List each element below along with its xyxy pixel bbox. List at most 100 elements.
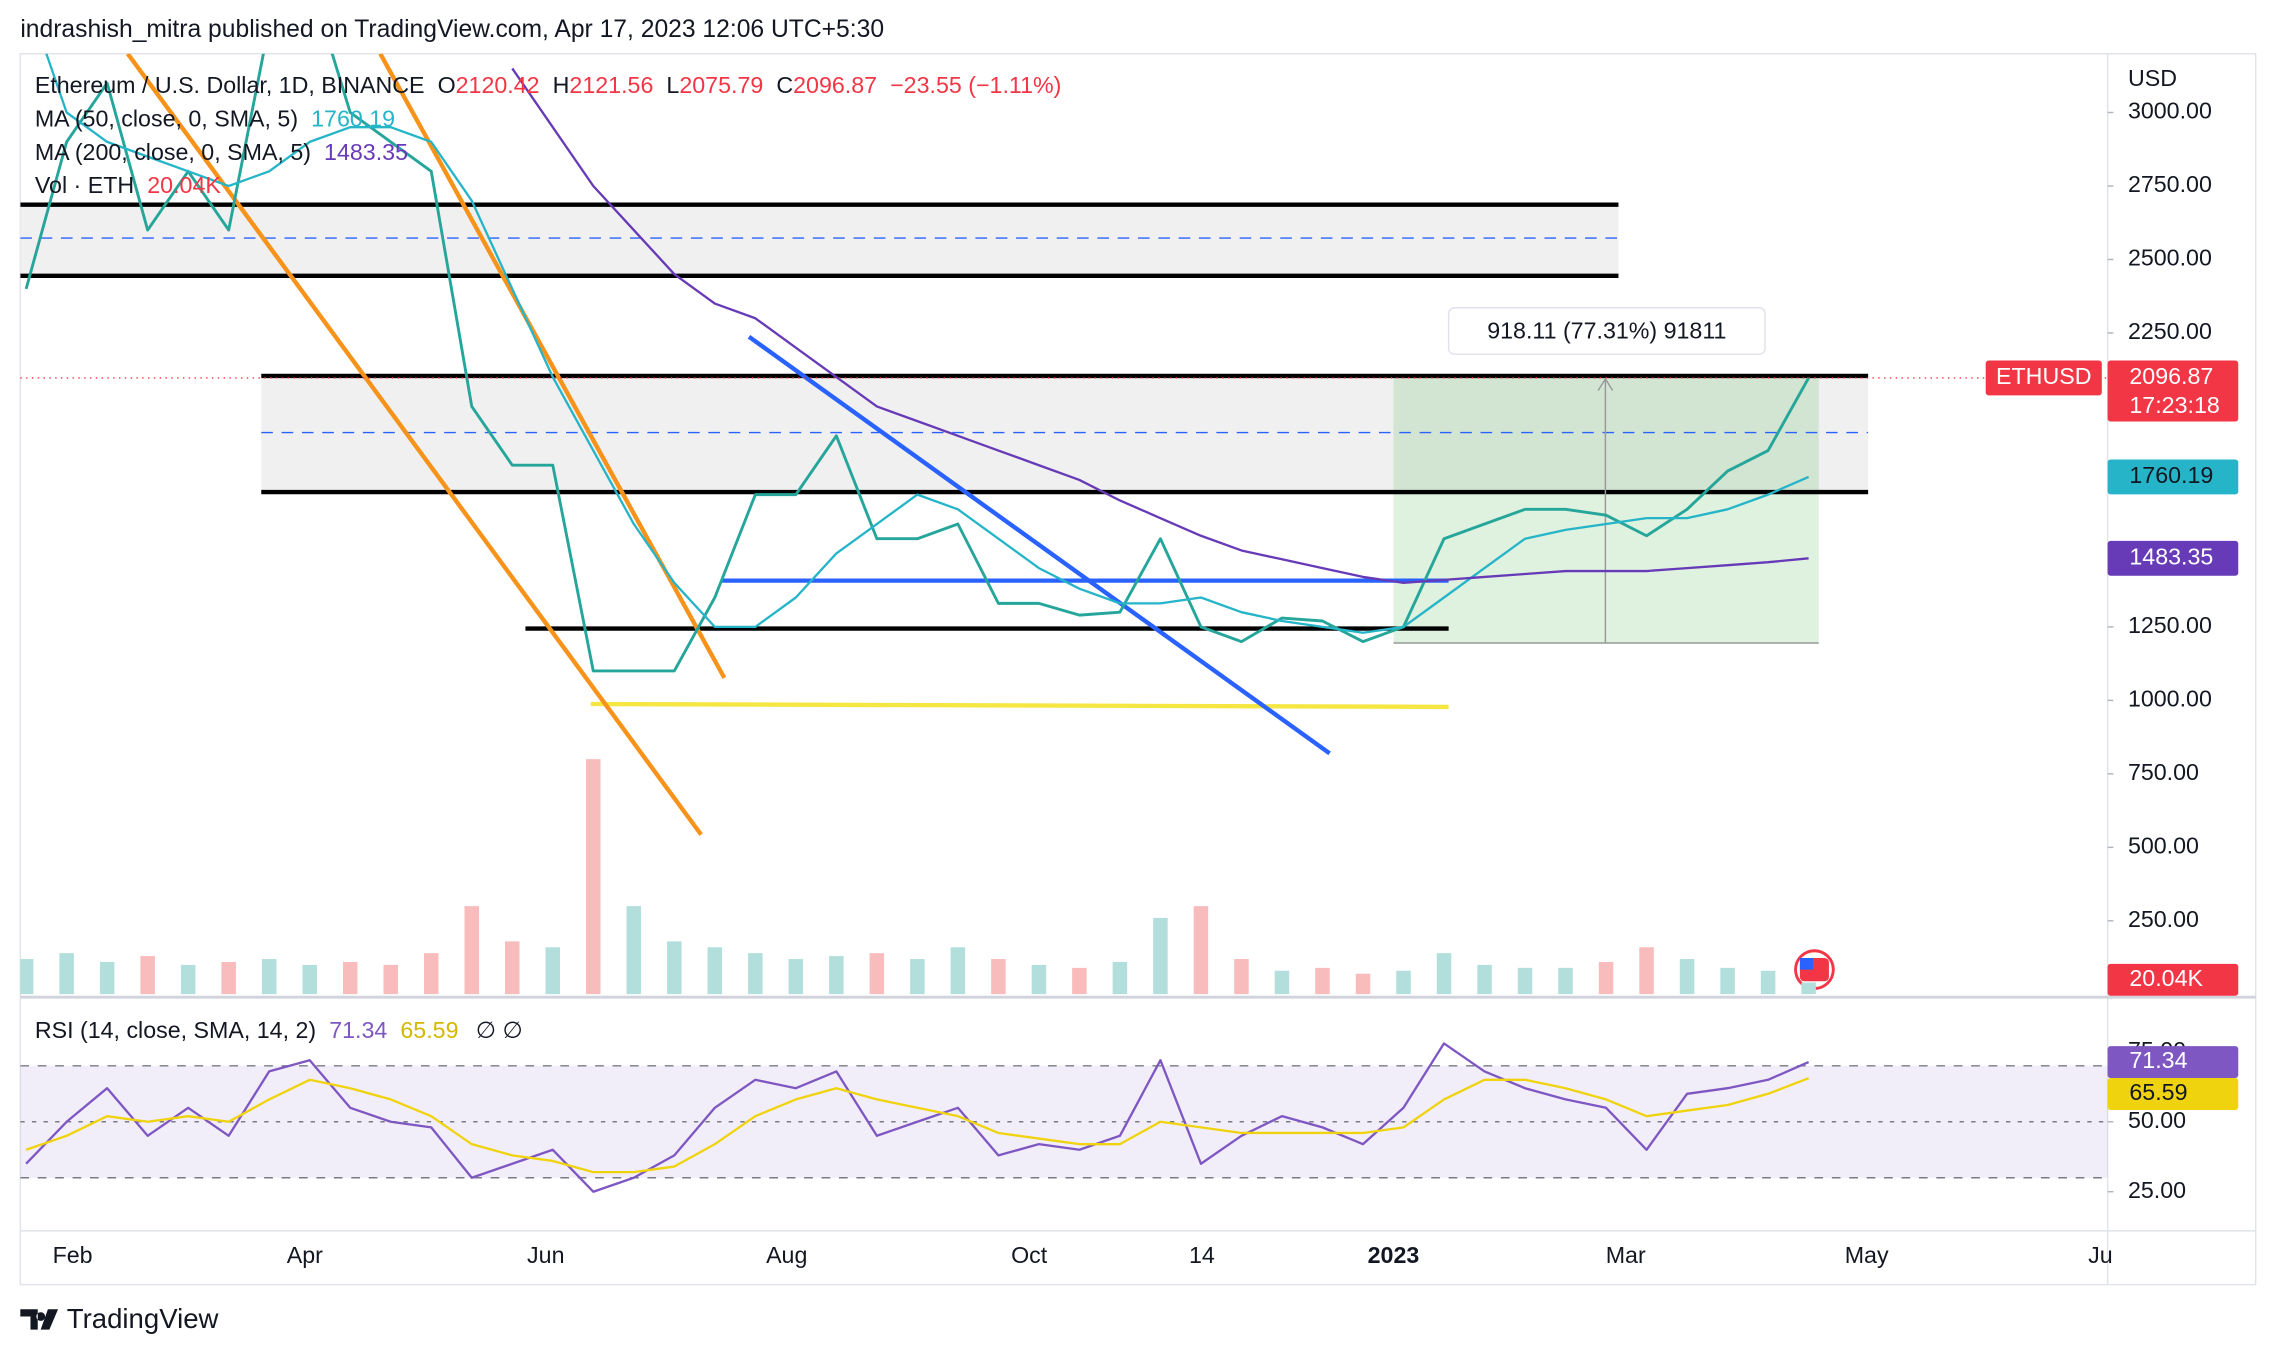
ma-value: 1760.19	[311, 106, 395, 132]
volume-bar	[545, 947, 561, 995]
volume-bar	[1355, 973, 1371, 995]
x-tick-label: 14	[1189, 1242, 1215, 1268]
volume-bar	[1436, 953, 1452, 995]
volume-bar	[991, 959, 1006, 995]
volume-bar	[1679, 959, 1695, 995]
logo	[20, 1309, 59, 1330]
volume-bar	[302, 964, 317, 995]
y-tick-label: 2250.00	[2128, 318, 2212, 344]
rsi-value: 71.34	[329, 1017, 387, 1043]
volume-bar	[1274, 970, 1290, 995]
ma200-badge: 1483.35	[2129, 543, 2213, 569]
rsi-ma-badge-bg	[2107, 1078, 2239, 1110]
volume-bar	[1517, 967, 1533, 995]
rsi-ma-badge: 65.59	[2129, 1079, 2187, 1105]
y-tick-label: 25.00	[2128, 1177, 2186, 1203]
x-tick-label: Feb	[53, 1242, 93, 1268]
flag-canton	[1799, 958, 1813, 970]
legend-main: Ethereum / U.S. Dollar, 1D, BINANCE O2120…	[35, 72, 1062, 98]
volume-bar	[1720, 967, 1735, 995]
ohlc-value: 2075.79	[679, 72, 763, 98]
x-tick-label: May	[1845, 1242, 1889, 1268]
volume-bar	[180, 964, 196, 995]
volume-bar	[950, 947, 966, 995]
measure-label-box	[1447, 307, 1766, 355]
symbol-name: Ethereum / U.S. Dollar, 1D, BINANCE	[35, 72, 425, 98]
volume-bar	[140, 956, 155, 995]
symbol-badge: ETHUSD	[1996, 363, 2091, 389]
volume-bar	[626, 906, 642, 995]
rsi-badge: 71.34	[2129, 1047, 2187, 1073]
ohlc-value: 2121.56	[569, 72, 653, 98]
y-tick-label: 1250.00	[2128, 612, 2212, 638]
symbol-badge-bg	[1985, 360, 2102, 396]
rsi-band	[20, 1065, 2108, 1178]
legend-ma: MA (50, close, 0, SMA, 5) 1760.19	[35, 106, 395, 132]
currency-label: USD	[2128, 65, 2177, 91]
series-line	[25, 1077, 1810, 1174]
x-tick-label: Oct	[1011, 1242, 1048, 1268]
measure-arrow-head	[1597, 377, 1614, 391]
volume-bar	[1072, 967, 1087, 995]
ohlc-label: H	[553, 72, 570, 98]
ohlc-label: L	[666, 72, 679, 98]
volume-bar	[1558, 967, 1573, 995]
volume-bar	[1477, 964, 1492, 995]
price-badge-bg	[2107, 360, 2239, 422]
volume-bar	[586, 759, 601, 995]
x-tick-label: Jun	[527, 1242, 564, 1268]
volume-bar	[1112, 961, 1128, 995]
volume-value: 20.04K	[147, 172, 221, 198]
ohlc-label: C	[776, 72, 793, 98]
volume-bar	[1031, 964, 1047, 995]
y-tick-label: 500.00	[2128, 832, 2199, 858]
x-tick-label: 2023	[1368, 1242, 1420, 1268]
ma-name: MA (200, close, 0, SMA, 5)	[35, 139, 311, 165]
volume-bar	[1396, 970, 1411, 995]
volume-bar	[99, 961, 115, 995]
volume-name: Vol · ETH	[35, 172, 134, 198]
volume-bar	[1801, 982, 1816, 995]
volume-badge-bg	[2107, 963, 2239, 996]
measure-label: 918.11 (77.31%) 91811	[1487, 318, 1726, 344]
rsi-pane	[20, 1042, 2108, 1193]
trend-line	[747, 334, 1331, 756]
ma50-badge: 1760.19	[2129, 462, 2213, 488]
volume-bar	[1234, 959, 1249, 995]
y-tick-label: 750.00	[2128, 759, 2199, 785]
ohlc-value: 2096.87	[793, 72, 877, 98]
volume-bar	[261, 959, 277, 995]
series-line	[45, 53, 1810, 634]
publish-info: indrashish_mitra published on TradingVie…	[20, 16, 884, 43]
volume-bar	[748, 953, 763, 995]
volume-bar	[910, 959, 925, 995]
logo-mark	[20, 1309, 59, 1330]
drawings	[20, 53, 1869, 990]
yellow-line	[590, 701, 1449, 710]
frame	[19, 52, 2257, 1286]
y-tick-label: 3000.00	[2128, 98, 2212, 124]
y-tick-label: 2750.00	[2128, 171, 2212, 197]
volume-bar	[869, 953, 885, 995]
volume-bar	[1315, 967, 1330, 995]
volume-bar	[1153, 917, 1168, 995]
price-pane	[20, 53, 1816, 995]
price-badge: 2096.87	[2129, 363, 2213, 389]
volume-bar	[1598, 961, 1614, 995]
volume-bar	[667, 941, 682, 995]
y-tick-label: 2500.00	[2128, 245, 2212, 271]
rsi-badge-bg	[2107, 1046, 2239, 1079]
volume-bar	[423, 953, 439, 995]
legend-ma: MA (200, close, 0, SMA, 5) 1483.35	[35, 139, 408, 165]
y-tick-label: 250.00	[2128, 906, 2199, 932]
legend-rsi: RSI (14, close, SMA, 14, 2) 71.34 65.59 ∅ ∅	[35, 1017, 523, 1043]
x-tick-label: Mar	[1606, 1242, 1646, 1268]
volume-bar	[1760, 970, 1776, 995]
ohlc-value: 2120.42	[456, 72, 540, 98]
y-tick-label: 50.00	[2128, 1107, 2186, 1133]
volume-bar	[383, 964, 398, 995]
volume-bar	[788, 959, 804, 995]
ma50-badge-bg	[2107, 459, 2239, 495]
